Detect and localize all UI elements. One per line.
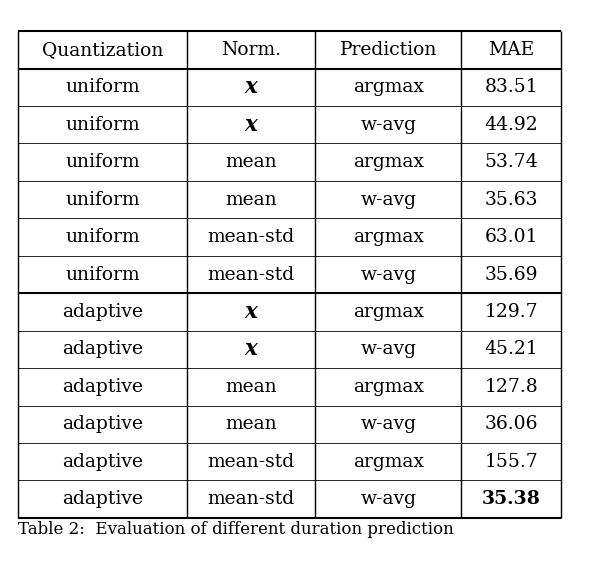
Text: 53.74: 53.74	[485, 153, 538, 171]
Text: w-avg: w-avg	[361, 490, 416, 508]
Text: Norm.: Norm.	[221, 41, 281, 59]
Text: x: x	[244, 114, 258, 136]
Text: Quantization: Quantization	[42, 41, 163, 59]
Text: x: x	[244, 76, 258, 98]
Text: argmax: argmax	[353, 78, 424, 96]
Text: 155.7: 155.7	[485, 453, 538, 471]
Text: w-avg: w-avg	[361, 340, 416, 358]
Text: mean: mean	[226, 378, 277, 396]
Text: w-avg: w-avg	[361, 265, 416, 284]
Text: uniform: uniform	[65, 228, 140, 246]
Text: mean-std: mean-std	[207, 490, 295, 508]
Text: mean: mean	[226, 415, 277, 434]
Text: w-avg: w-avg	[361, 115, 416, 134]
Text: argmax: argmax	[353, 153, 424, 171]
Text: adaptive: adaptive	[62, 453, 143, 471]
Text: uniform: uniform	[65, 115, 140, 134]
Text: adaptive: adaptive	[62, 340, 143, 358]
Text: argmax: argmax	[353, 228, 424, 246]
Text: mean: mean	[226, 153, 277, 171]
Text: 36.06: 36.06	[485, 415, 538, 434]
Text: Table 2:  Evaluation of different duration prediction: Table 2: Evaluation of different duratio…	[18, 521, 454, 538]
Text: MAE: MAE	[488, 41, 534, 59]
Text: 35.63: 35.63	[485, 191, 538, 209]
Text: w-avg: w-avg	[361, 415, 416, 434]
Text: adaptive: adaptive	[62, 490, 143, 508]
Text: 35.69: 35.69	[485, 265, 538, 284]
Text: mean-std: mean-std	[207, 453, 295, 471]
Text: 45.21: 45.21	[485, 340, 538, 358]
Text: adaptive: adaptive	[62, 415, 143, 434]
Text: 35.38: 35.38	[482, 490, 541, 508]
Text: 83.51: 83.51	[485, 78, 538, 96]
Text: mean: mean	[226, 191, 277, 209]
Text: x: x	[244, 301, 258, 323]
Text: x: x	[244, 338, 258, 361]
Text: 127.8: 127.8	[485, 378, 538, 396]
Text: argmax: argmax	[353, 378, 424, 396]
Text: mean-std: mean-std	[207, 228, 295, 246]
Text: Prediction: Prediction	[340, 41, 437, 59]
Text: 63.01: 63.01	[485, 228, 538, 246]
Text: uniform: uniform	[65, 153, 140, 171]
Text: 44.92: 44.92	[485, 115, 538, 134]
Text: uniform: uniform	[65, 78, 140, 96]
Text: argmax: argmax	[353, 303, 424, 321]
Text: adaptive: adaptive	[62, 378, 143, 396]
Text: uniform: uniform	[65, 265, 140, 284]
Text: mean-std: mean-std	[207, 265, 295, 284]
Text: uniform: uniform	[65, 191, 140, 209]
Text: argmax: argmax	[353, 453, 424, 471]
Text: adaptive: adaptive	[62, 303, 143, 321]
Text: 129.7: 129.7	[485, 303, 538, 321]
Text: w-avg: w-avg	[361, 191, 416, 209]
